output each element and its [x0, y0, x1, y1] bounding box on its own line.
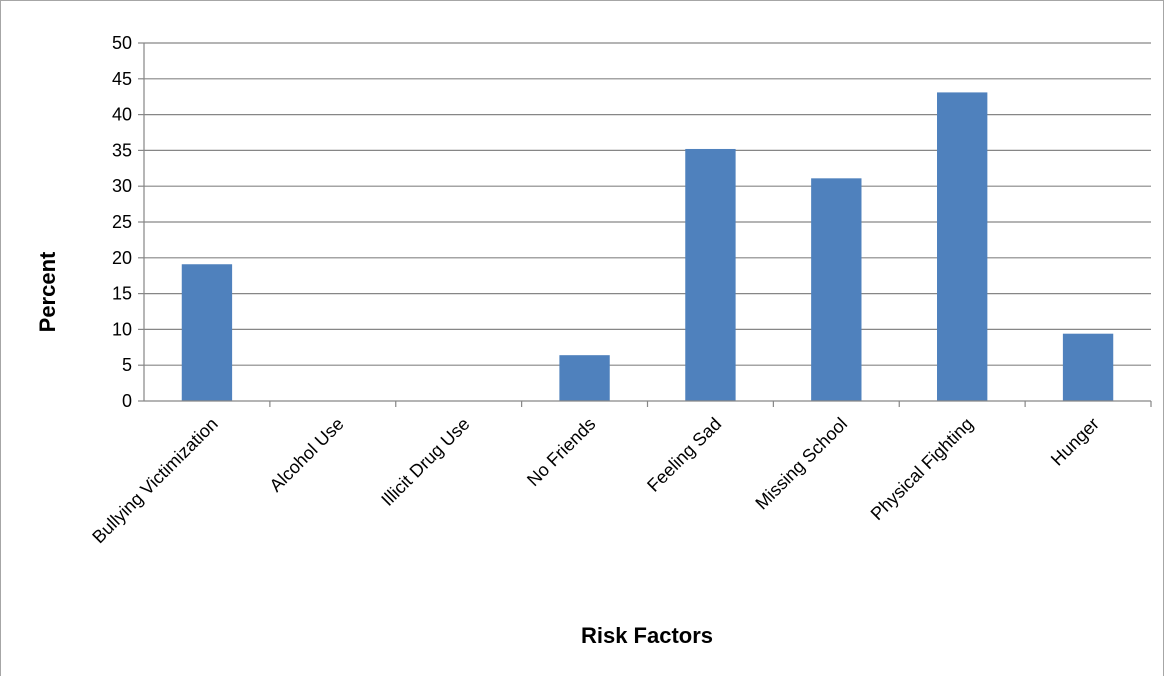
y-tick-label: 0 — [122, 391, 132, 411]
y-axis-title: Percent — [35, 251, 60, 332]
bar — [181, 264, 233, 401]
bar — [937, 92, 988, 402]
x-axis-title: Risk Factors — [581, 623, 713, 648]
x-category-label: Illicit Drug Use — [377, 414, 473, 510]
x-category-label: No Friends — [523, 414, 599, 490]
bars — [181, 92, 1114, 402]
y-tick-label: 45 — [112, 69, 132, 89]
y-tick-label: 35 — [112, 140, 132, 160]
y-tick-label: 50 — [112, 33, 132, 53]
y-tick-label: 5 — [122, 355, 132, 375]
y-tick-labels: 0 5 10 15 20 25 30 35 40 45 50 — [112, 33, 132, 411]
y-tick-label: 30 — [112, 176, 132, 196]
bar — [811, 178, 862, 401]
x-category-label: Hunger — [1047, 414, 1103, 470]
y-tick-label: 10 — [112, 319, 132, 339]
axes — [138, 42, 1152, 407]
y-tick-label: 20 — [112, 248, 132, 268]
x-category-label: Alcohol Use — [266, 414, 348, 496]
y-tick-label: 25 — [112, 212, 132, 232]
bar — [1062, 333, 1114, 401]
y-tick-label: 40 — [112, 105, 132, 125]
x-category-label: Bullying Victimization — [88, 414, 221, 547]
bar — [559, 355, 610, 401]
y-tick-label: 15 — [112, 284, 132, 304]
gridlines — [144, 42, 1151, 366]
bar — [685, 148, 736, 401]
x-category-label: Missing School — [751, 414, 851, 514]
x-category-labels: Bullying Victimization Alcohol Use Illicit… — [88, 414, 1103, 547]
x-category-label: Physical Fighting — [867, 414, 977, 524]
x-category-label: Feeling Sad — [643, 414, 725, 496]
